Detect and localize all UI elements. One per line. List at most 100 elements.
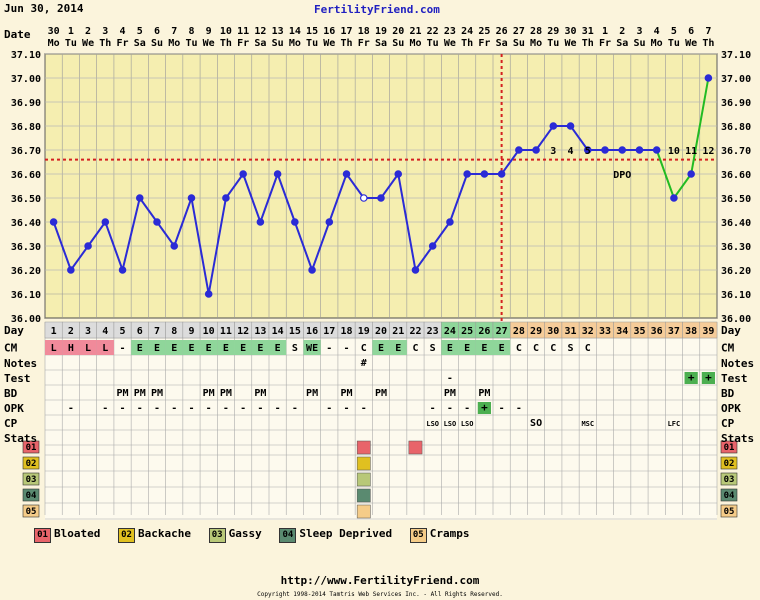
day-number: 7 [154, 326, 160, 337]
stats-code-box-right [720, 440, 738, 454]
y-tick-label: 37.10 [11, 50, 41, 61]
cp-value: LSO [444, 420, 457, 428]
opk-value: - [206, 403, 212, 414]
legend-swatch: 01 [34, 528, 51, 543]
dow-label: Th [582, 38, 594, 49]
temp-point [704, 74, 713, 82]
opk-value: - [257, 403, 263, 414]
day-number: 37 [668, 326, 680, 337]
legend-item-sleep-deprived: 04 Sleep Deprived [279, 527, 392, 543]
temp-point [239, 170, 247, 178]
date-label: 30 [565, 26, 577, 37]
cm-value: WE [306, 343, 318, 354]
cm-value: E [378, 343, 384, 354]
dow-label: Th [99, 38, 111, 49]
dpo-number: 11 [685, 146, 697, 157]
date-label: 9 [206, 26, 212, 37]
cm-cell [182, 340, 201, 355]
stats-code-box-right [720, 472, 738, 486]
temp-point [377, 194, 385, 202]
opk-value: - [68, 403, 74, 414]
legend-swatch: 04 [279, 528, 297, 543]
date-label: 23 [444, 26, 456, 37]
row-label-right: Test [721, 372, 748, 385]
opk-value: - [430, 403, 436, 414]
date-label: 8 [188, 26, 194, 37]
dow-label: Tu [668, 38, 680, 49]
temp-point [532, 146, 540, 154]
day-number: 14 [272, 326, 284, 337]
bd-value: PM [341, 388, 353, 399]
cm-cell [200, 340, 218, 355]
opk-value: - [102, 403, 108, 414]
cp-value: SO [530, 418, 542, 429]
dow-label: We [565, 38, 577, 49]
row-label-right: Stats [721, 432, 754, 445]
dow-label: Mo [530, 38, 542, 49]
stats-code-box [22, 488, 40, 502]
y-tick-label-right: 36.90 [721, 98, 751, 109]
temp-point [566, 122, 575, 130]
dow-label: Sa [496, 38, 508, 49]
date-label: 20 [392, 26, 404, 37]
cm-value: E [206, 343, 212, 354]
site-title[interactable]: FertilityFriend.com [314, 3, 440, 16]
test-value: + [705, 371, 712, 384]
date-label: 2 [619, 26, 625, 37]
dow-label: Mo [289, 38, 301, 49]
footer-url[interactable]: http://www.FertilityFriend.com [280, 574, 480, 587]
date-axis-label: Date [4, 28, 31, 41]
y-tick-label: 36.30 [11, 242, 41, 253]
cm-value: E [240, 343, 246, 354]
y-tick-label-right: 36.10 [721, 290, 751, 301]
date-label: 27 [513, 26, 525, 37]
temp-point [601, 146, 609, 154]
temp-point [291, 218, 299, 226]
opk-value: - [292, 403, 298, 414]
legend-swatch: 05 [409, 528, 427, 543]
opk-value: - [154, 403, 160, 414]
dpo-number: 10 [668, 146, 680, 157]
temp-point [670, 194, 678, 202]
y-tick-label: 36.10 [11, 290, 41, 301]
row-label: Notes [4, 357, 37, 370]
dpo-number: 12 [702, 146, 714, 157]
dow-label: Th [702, 38, 714, 49]
date-label: 5 [671, 26, 677, 37]
y-tick-label-right: 36.00 [721, 314, 751, 325]
opk-value: - [326, 403, 332, 414]
temp-point [446, 218, 454, 226]
stats-code-box-right [720, 488, 738, 502]
temp-point [687, 170, 695, 178]
dow-label: Sa [134, 38, 146, 49]
cm-value: C [550, 343, 556, 354]
temp-point [273, 170, 282, 178]
day-number: 9 [188, 326, 194, 337]
temp-point [515, 146, 523, 154]
temp-point [342, 170, 351, 178]
stats-mark [356, 488, 371, 503]
opk-value: + [481, 401, 488, 414]
dow-label: Tu [185, 38, 197, 49]
day-number: 1 [51, 326, 57, 337]
date-label: 13 [272, 26, 284, 37]
cm-cell [303, 340, 321, 355]
dow-label: We [685, 38, 697, 49]
cm-cell [372, 340, 390, 355]
stats-mark [356, 472, 371, 487]
dow-label: Tu [427, 38, 439, 49]
temp-point [222, 194, 230, 202]
date-label: 25 [478, 26, 490, 37]
stats-code-box-right [720, 504, 738, 518]
dow-label: Fr [478, 38, 490, 49]
day-number: 2 [68, 326, 74, 337]
day-number: 5 [120, 326, 126, 337]
cp-value: LFC [668, 420, 681, 428]
stats-code: 02 [26, 459, 37, 469]
row-label-right: CP [721, 417, 735, 430]
legend-label: Sleep Deprived [299, 527, 393, 540]
day-number: 33 [599, 326, 611, 337]
date-label: 24 [461, 26, 473, 37]
opk-value: - [447, 403, 453, 414]
legend-item-bloated: 01 Bloated [34, 527, 100, 543]
